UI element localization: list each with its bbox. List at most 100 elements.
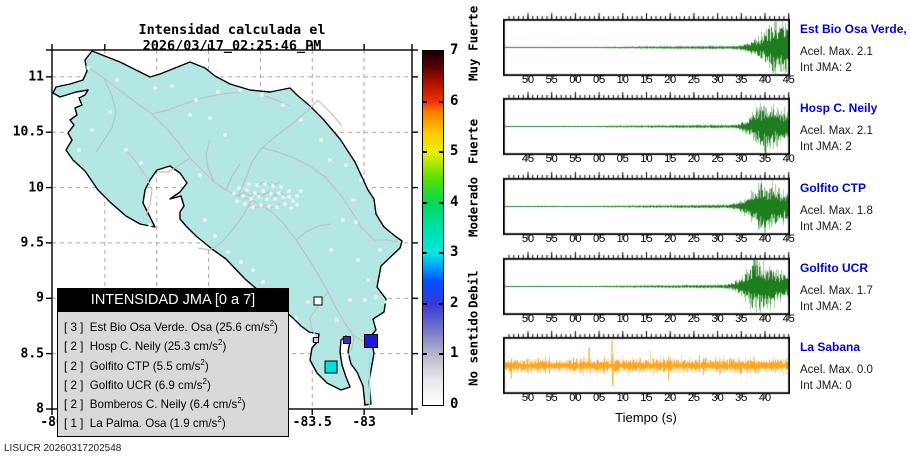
time-tick-label: 10 (616, 392, 629, 404)
time-tick-label: 50 (521, 233, 535, 245)
time-tick-label: 05 (616, 153, 629, 165)
colorbar-category-label: Fuerte (465, 118, 481, 164)
time-tick-label: 35 (758, 153, 772, 165)
time-tick-label: 05 (592, 313, 606, 325)
colorbar-tick-label: 3 (450, 244, 459, 261)
waveform-canvas (503, 329, 790, 402)
time-tick-label: 10 (616, 74, 629, 86)
time-tick-label: 00 (569, 74, 582, 86)
seismogram-panel: 50 55 00 05 10 15 20 25 30 35 40 (503, 329, 790, 404)
station-name: Hosp C. Neily (800, 101, 878, 115)
legend-item: [ 1 ] La Palma. Osa (1.9 cm/s2) (64, 415, 226, 431)
time-tick-label: 50 (545, 153, 558, 165)
waveform-canvas (503, 90, 790, 163)
seismogram-panel: 45 50 55 00 05 10 15 20 25 30 35 40 (503, 90, 795, 165)
time-tick-label: 55 (545, 313, 558, 325)
time-tick-label: 05 (592, 392, 606, 404)
time-tick-label: 25 (687, 233, 701, 245)
intensity-legend-body: [ 3 ] Est Bio Osa Verde. Osa (25.6 cm/s2… (58, 312, 288, 436)
jma-intensity: Int JMA: 2 (800, 62, 852, 74)
time-tick-label: 10 (640, 153, 653, 165)
time-tick-label: 40 (758, 233, 772, 245)
jma-intensity: Int JMA: 0 (800, 380, 852, 392)
time-tick-label: 20 (664, 233, 677, 245)
time-tick-label: 00 (592, 153, 606, 165)
watermark-text: LISUCR 20260317202548 (4, 443, 122, 454)
y-tick-label: 9.5 (20, 235, 44, 251)
time-tick-label: 45 (782, 233, 795, 245)
colorbar-category-label: Moderado (465, 176, 481, 237)
colorbar-category-label: Debil (465, 270, 481, 308)
time-tick-label: 35 (735, 392, 748, 404)
time-tick-label: 25 (687, 313, 701, 325)
map-roads (85, 65, 399, 357)
time-tick-label: 20 (687, 153, 701, 165)
time-tick-label: 30 (711, 74, 724, 86)
legend-item: [ 2 ] Bomberos C. Neily (6.4 cm/s2) (64, 396, 246, 411)
acceleration-max: Acel. Max. 2.1 (800, 46, 873, 58)
colorbar-tick-label: 1 (450, 345, 459, 362)
time-tick-label: 30 (711, 233, 724, 245)
time-tick-label: 40 (758, 392, 772, 404)
colorbar-tick-label: 2 (450, 294, 459, 311)
colorbar-category-label: No sentido (465, 310, 481, 386)
station-marker-small (313, 337, 319, 343)
time-tick-label: 50 (521, 392, 535, 404)
waveform-canvas (503, 11, 790, 84)
time-tick-label: 50 (521, 74, 535, 86)
jma-intensity: Int JMA: 2 (800, 141, 852, 153)
station-marker-la-palma (313, 296, 323, 306)
time-tick-label: 30 (711, 392, 724, 404)
time-tick-label: 35 (735, 74, 748, 86)
station-name: Golfito UCR (800, 261, 868, 275)
acceleration-max: Acel. Max. 1.8 (800, 205, 873, 217)
acceleration-max: Acel. Max. 0.0 (800, 364, 873, 376)
time-tick-label: 50 (521, 313, 535, 325)
time-tick-label: 55 (545, 233, 558, 245)
time-tick-label: 15 (640, 233, 653, 245)
time-tick-label: 15 (664, 153, 677, 165)
time-tick-label: 45 (782, 74, 795, 86)
y-tick-label: 10 (28, 180, 44, 196)
colorbar-tick-label: 0 (450, 395, 459, 412)
time-tick-label: 15 (640, 392, 653, 404)
seismogram-panel: 50 55 00 05 10 15 20 25 30 35 40 45 (503, 11, 795, 86)
y-tick-label: 9 (36, 290, 44, 306)
y-tick-label: 10.5 (12, 124, 44, 140)
station-name: Golfito CTP (800, 181, 866, 195)
time-tick-label: 55 (569, 153, 582, 165)
waveform-canvas (503, 250, 790, 323)
time-axis-label: Tiempo (s) (615, 410, 677, 425)
station-marker-c-neily (364, 334, 378, 348)
time-tick-label: 55 (545, 392, 558, 404)
colorbar-tick-label: 6 (450, 92, 459, 109)
time-tick-label: 00 (569, 392, 582, 404)
seismogram-panel: 50 55 00 05 10 15 20 25 30 35 40 45 (503, 250, 795, 325)
x-tick-label: -83.5 (292, 415, 332, 430)
legend-item: [ 2 ] Hosp C. Neily (25.3 cm/s2) (64, 338, 227, 354)
colorbar-tick-label: 4 (450, 193, 459, 210)
time-tick-label: 20 (664, 313, 677, 325)
time-tick-label: 05 (592, 233, 606, 245)
time-tick-label: 25 (711, 153, 724, 165)
station-markers (313, 296, 378, 374)
time-tick-label: 10 (616, 233, 629, 245)
intensity-legend-title: INTENSIDAD JMA [0 a 7] (58, 289, 288, 312)
acceleration-max: Acel. Max. 2.1 (800, 125, 873, 137)
waveform-canvas (503, 170, 790, 243)
time-tick-label: 45 (521, 153, 535, 165)
time-tick-label: 40 (758, 313, 772, 325)
time-tick-label: 20 (664, 74, 677, 86)
time-tick-label: 40 (758, 74, 772, 86)
map-town-dots (77, 66, 388, 342)
time-tick-label: 55 (545, 74, 558, 86)
intensity-legend: INTENSIDAD JMA [0 a 7] [ 3 ] Est Bio Osa… (57, 288, 289, 437)
seismogram-panel: 50 55 00 05 10 15 20 25 30 35 40 45 (503, 170, 795, 245)
colorbar-tick-label: 7 (450, 42, 459, 58)
time-tick-label: 30 (711, 313, 724, 325)
time-tick-label: 25 (687, 392, 701, 404)
intensity-colorbar (422, 50, 444, 406)
colorbar-tick-label: 5 (450, 143, 459, 160)
jma-intensity: Int JMA: 2 (800, 301, 852, 313)
